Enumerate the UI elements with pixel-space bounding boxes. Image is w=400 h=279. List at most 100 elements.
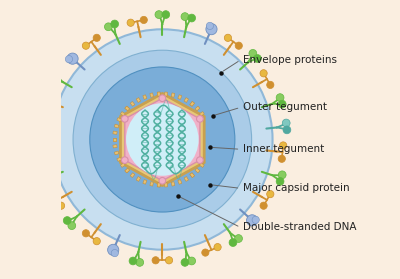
Circle shape	[38, 171, 46, 179]
Circle shape	[276, 94, 284, 102]
Circle shape	[202, 249, 209, 256]
Circle shape	[68, 222, 76, 230]
Bar	[120, 163, 125, 167]
Circle shape	[166, 257, 173, 264]
Circle shape	[188, 257, 196, 265]
Polygon shape	[120, 93, 204, 186]
Circle shape	[155, 11, 163, 18]
Bar	[171, 182, 175, 186]
Bar	[178, 95, 182, 99]
Text: Inner tegument: Inner tegument	[243, 144, 324, 154]
Circle shape	[108, 244, 119, 256]
Bar	[143, 180, 147, 184]
Circle shape	[181, 258, 189, 266]
Circle shape	[52, 70, 60, 78]
Circle shape	[42, 105, 49, 112]
Bar	[113, 145, 117, 148]
Bar	[125, 168, 130, 173]
Circle shape	[65, 56, 72, 63]
Circle shape	[104, 23, 112, 31]
Text: Major capsid protein: Major capsid protein	[243, 183, 350, 193]
Circle shape	[93, 34, 100, 42]
Circle shape	[159, 95, 166, 102]
Bar	[117, 157, 122, 161]
Bar	[200, 163, 204, 167]
Circle shape	[260, 202, 267, 209]
Bar	[184, 98, 188, 102]
Circle shape	[214, 244, 221, 251]
Circle shape	[278, 100, 286, 108]
Bar	[190, 173, 194, 177]
Circle shape	[48, 76, 56, 84]
Text: Double-stranded DNA: Double-stranded DNA	[243, 222, 357, 232]
Bar	[125, 168, 130, 173]
Circle shape	[115, 92, 210, 187]
Bar	[112, 138, 116, 141]
Circle shape	[140, 16, 147, 23]
Circle shape	[95, 73, 229, 206]
Circle shape	[46, 92, 53, 99]
Bar	[164, 92, 168, 96]
Bar	[150, 93, 154, 97]
Bar	[184, 177, 188, 181]
Circle shape	[181, 13, 189, 21]
Circle shape	[162, 11, 170, 18]
Circle shape	[280, 142, 287, 149]
Text: Envelope proteins: Envelope proteins	[243, 55, 337, 65]
Circle shape	[34, 119, 42, 127]
Circle shape	[126, 103, 199, 176]
Circle shape	[90, 67, 235, 212]
Circle shape	[224, 34, 232, 42]
Bar	[130, 173, 135, 177]
Circle shape	[129, 257, 137, 265]
Bar	[120, 112, 125, 116]
Bar	[195, 168, 200, 173]
Bar	[136, 177, 140, 181]
Circle shape	[122, 157, 128, 163]
Bar	[178, 180, 182, 184]
Circle shape	[246, 215, 258, 226]
Bar	[125, 106, 130, 111]
Circle shape	[254, 55, 261, 62]
Circle shape	[235, 235, 242, 242]
Circle shape	[235, 42, 242, 49]
Circle shape	[278, 155, 286, 162]
Bar	[190, 102, 194, 106]
Circle shape	[67, 53, 78, 64]
Bar	[112, 138, 116, 141]
Circle shape	[206, 22, 214, 30]
Bar	[200, 112, 204, 116]
Circle shape	[34, 126, 42, 134]
Circle shape	[51, 191, 58, 198]
Circle shape	[58, 202, 65, 209]
Bar	[157, 92, 160, 96]
Circle shape	[196, 116, 203, 122]
Circle shape	[282, 119, 290, 127]
Circle shape	[152, 257, 159, 264]
Circle shape	[76, 53, 249, 226]
Circle shape	[63, 217, 71, 224]
Circle shape	[229, 239, 237, 246]
Bar	[130, 102, 135, 106]
Bar	[117, 118, 122, 122]
Circle shape	[196, 157, 203, 163]
Circle shape	[136, 258, 144, 266]
Bar	[195, 106, 200, 111]
Circle shape	[41, 177, 48, 185]
Circle shape	[278, 171, 286, 179]
Bar	[157, 183, 160, 187]
Circle shape	[249, 49, 257, 57]
Circle shape	[93, 237, 100, 245]
Circle shape	[111, 20, 118, 28]
Bar	[114, 124, 119, 128]
Circle shape	[260, 70, 267, 77]
Circle shape	[122, 116, 128, 122]
Circle shape	[34, 145, 42, 153]
Text: Outer tegument: Outer tegument	[243, 102, 327, 112]
Circle shape	[111, 249, 118, 257]
Circle shape	[283, 126, 291, 134]
Circle shape	[127, 19, 134, 26]
Circle shape	[34, 152, 42, 160]
Circle shape	[188, 14, 196, 22]
Bar	[125, 106, 130, 111]
